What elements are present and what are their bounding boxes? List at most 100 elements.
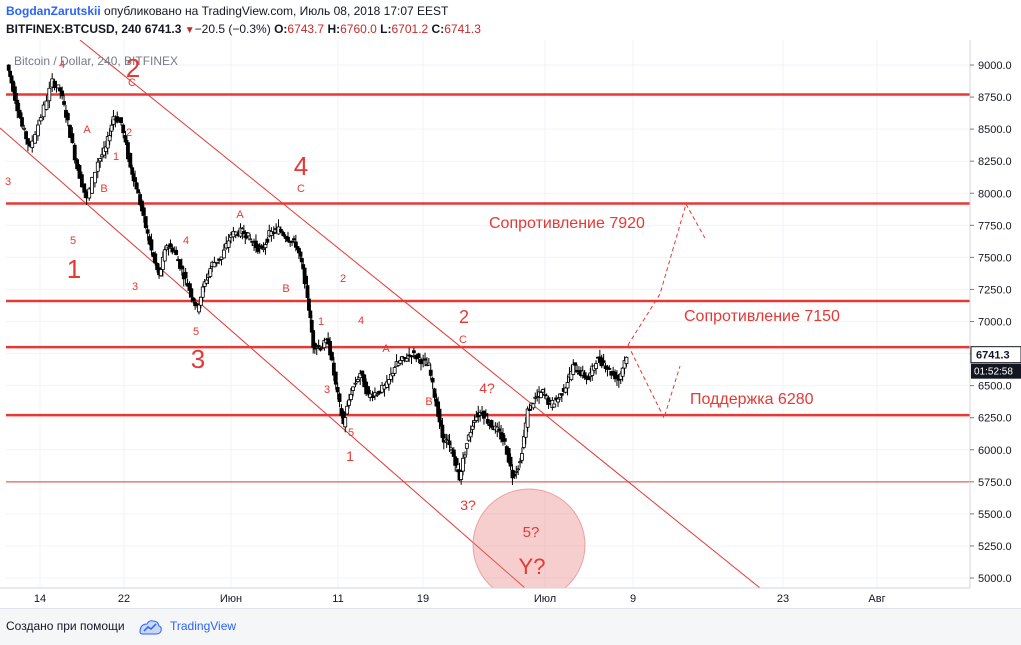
candle-body [556, 398, 560, 403]
candle-body [221, 249, 226, 259]
wave-label: 2 [126, 127, 132, 139]
candle-body [121, 124, 126, 134]
candle-body [351, 386, 355, 391]
candle-body [512, 473, 517, 477]
candle-body [601, 360, 606, 363]
candle-body [546, 397, 551, 405]
price-candles [6, 64, 629, 486]
tradingview-brand-link[interactable]: TradingView [170, 619, 237, 633]
candle-body [179, 265, 184, 270]
candle-body [20, 117, 24, 127]
candle-body [542, 393, 547, 396]
candle-body [82, 183, 87, 193]
candle-body [461, 457, 465, 472]
candle-body [226, 240, 231, 248]
candle-body [343, 417, 348, 428]
candle-body [314, 346, 319, 349]
candle-body [575, 370, 579, 373]
countdown-badge [971, 363, 1021, 379]
price-tick-label: 5250.0 [978, 541, 1012, 553]
author-link[interactable]: BogdanZarutskii [6, 4, 101, 18]
candle-body [263, 244, 268, 249]
candle-body [60, 90, 65, 97]
candle-body [335, 386, 340, 393]
candle-body [620, 367, 625, 377]
time-tick-label: Авг [868, 593, 885, 605]
candle-body [95, 161, 100, 172]
open-value: 6743.7 [287, 22, 325, 36]
candle-body [607, 367, 612, 370]
symbol-label: BITFINEX:BTCUSD, 240 [6, 22, 142, 36]
candle-body [292, 238, 296, 241]
candle-body [250, 240, 255, 243]
target-zone-circle [472, 488, 586, 602]
candle-body [153, 253, 158, 264]
candle-body [197, 304, 201, 313]
wave-label: 3 [5, 176, 11, 188]
candle-body [6, 64, 11, 71]
candle-body [432, 388, 437, 398]
candle-body [214, 261, 219, 264]
level-labels: Сопротивление 7920 Сопротивление 7150 Подд… [489, 215, 840, 408]
candle-body [384, 381, 389, 388]
candle-body [345, 405, 350, 415]
candle-body [624, 356, 629, 365]
candle-body [540, 389, 545, 393]
chart-header: BogdanZarutskii опубликовано на TradingV… [0, 0, 1021, 40]
wave-label: 1 [113, 151, 119, 163]
time-axis[interactable]: 14 22 Июн 11 19 Июл 9 23 Авг [0, 587, 1021, 608]
wave-label: C [128, 77, 136, 89]
candle-body [459, 471, 464, 480]
candle-body [516, 468, 521, 471]
time-tick-label: 23 [777, 593, 789, 605]
candle-body [212, 262, 217, 268]
footer: Создано при помощи TradingView [0, 608, 1021, 645]
wave-label: 4 [59, 59, 65, 71]
candle-body [41, 104, 46, 118]
candle-body [328, 340, 332, 356]
candle-body [474, 416, 479, 421]
candle-body [483, 413, 488, 417]
countdown-label: 01:52:58 [974, 367, 1013, 378]
candle-body [77, 164, 82, 179]
candle-body [318, 347, 323, 351]
candle-body [349, 394, 353, 400]
candle-body [36, 124, 40, 137]
last-price-label: 6741.3 [976, 350, 1010, 362]
candle-body [355, 379, 360, 382]
candle-body [404, 358, 409, 362]
price-tick-label: 5500.0 [978, 509, 1012, 521]
wave-label: 3 [324, 384, 330, 396]
wave-label: 5 [348, 427, 354, 439]
wave-label: A [83, 124, 91, 136]
publish-info: BogdanZarutskii опубликовано на TradingV… [6, 4, 448, 18]
series-title: Bitcoin / Dollar, 240, BITFINEX [14, 54, 178, 68]
candle-body [145, 229, 150, 234]
candle-body [65, 113, 70, 121]
candle-body [286, 236, 290, 242]
level-annotation: Поддержка 6280 [690, 391, 814, 408]
candle-body [497, 428, 502, 432]
grid [6, 40, 970, 588]
candle-body [552, 403, 557, 408]
candle-body [571, 363, 576, 375]
candle-body [159, 269, 163, 277]
candle-body [183, 271, 188, 279]
price-axis[interactable]: 9000.0 8750.0 8500.0 8250.0 8000.0 7750.0 7500… [969, 40, 1021, 608]
candle-body [136, 189, 141, 194]
candle-body [409, 355, 414, 358]
open-label: O: [274, 22, 288, 36]
last-price: 6741.3 [144, 22, 182, 36]
candle-body [75, 159, 80, 170]
candle-body [62, 101, 66, 105]
change-value: −20.5 (−0.3%) [194, 22, 271, 36]
candle-body [246, 232, 251, 237]
candle-body [174, 249, 179, 255]
candle-body [454, 458, 459, 466]
wave-label: B [425, 396, 432, 408]
candle-body [502, 438, 507, 442]
candle-body [141, 207, 146, 216]
candle-body [261, 247, 266, 251]
